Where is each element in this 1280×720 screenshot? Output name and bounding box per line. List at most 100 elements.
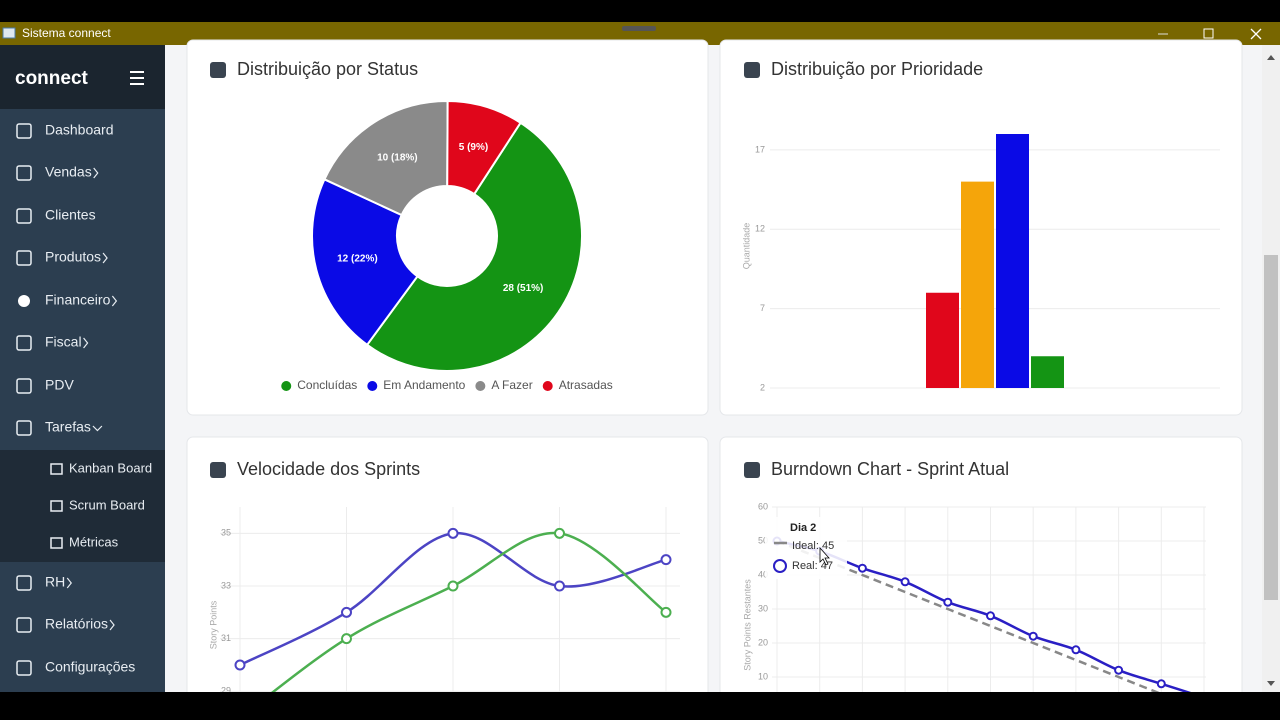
menu-icon [16, 420, 32, 436]
menu-icon [16, 335, 32, 351]
card-icon [210, 62, 226, 78]
dashboard: Distribuição por Status 28 (51%) 12 (22%) 1… [186, 39, 1243, 720]
point [554, 580, 565, 592]
bar [961, 181, 994, 388]
card [719, 436, 1243, 720]
scroll-thumb[interactable] [1264, 255, 1278, 600]
slice [323, 100, 449, 217]
menu-item[interactable]: Clientes [45, 207, 96, 223]
y-tick-label: 40 [758, 569, 768, 579]
menu-item[interactable]: Vendas [45, 164, 92, 180]
bottom-bar [0, 692, 1280, 720]
point [660, 554, 672, 566]
legend-marker [475, 381, 486, 391]
card-title: Distribuição por Status [237, 59, 418, 79]
restore-button[interactable] [1203, 28, 1214, 39]
title-bar [0, 22, 1280, 45]
legend-label[interactable]: Atrasadas [559, 378, 613, 392]
slice-label: 12 (22%) [337, 254, 378, 265]
point [943, 597, 953, 607]
submenu-item[interactable]: Métricas [69, 534, 119, 549]
card-title: Distribuição por Prioridade [771, 59, 983, 79]
y-tick-label: 50 [758, 535, 768, 545]
menu-icon [16, 123, 32, 139]
y-axis-label: Quantidade [741, 223, 751, 270]
y-tick-label: 2 [760, 382, 765, 392]
point [447, 527, 459, 539]
sidebar [0, 109, 165, 692]
card-title: Burndown Chart - Sprint Atual [771, 459, 1009, 479]
y-tick-label: 35 [221, 528, 231, 538]
chevron [93, 167, 99, 179]
y-tick-label: 29 [221, 686, 231, 696]
submenu-item[interactable]: Scrum Board [69, 497, 145, 512]
chevron [102, 252, 108, 264]
bar [1031, 356, 1064, 388]
close-button[interactable] [1250, 28, 1262, 40]
menu-item[interactable]: Dashboard [45, 122, 114, 138]
menu-item[interactable]: Configurações [45, 659, 135, 675]
card [186, 39, 709, 416]
chevron [111, 295, 118, 307]
card [186, 436, 709, 720]
y-tick-label: 7 [760, 303, 765, 313]
bar [996, 134, 1029, 388]
menu-item[interactable]: PDV [45, 377, 74, 393]
point [1156, 679, 1166, 689]
menu-icon [16, 660, 32, 676]
legend-marker [542, 381, 553, 391]
menu-item[interactable]: Fiscal [45, 334, 82, 350]
legend-label[interactable]: Concluídas [297, 378, 357, 392]
menu-toggle[interactable] [130, 71, 144, 85]
submenu-icon [50, 537, 63, 549]
y-tick-label: 33 [221, 580, 231, 590]
y-tick-label: 20 [758, 637, 768, 647]
chevron [66, 577, 73, 589]
y-tick-label: 30 [758, 603, 768, 613]
slice [446, 99, 522, 196]
menu-icon [16, 617, 32, 633]
point [900, 577, 910, 587]
y-tick-label: 10 [758, 671, 768, 681]
card-icon [744, 62, 760, 78]
chevron [92, 425, 103, 432]
menu-item[interactable]: Produtos [45, 249, 101, 265]
point [447, 580, 459, 592]
submenu-item[interactable]: Kanban Board [69, 460, 152, 475]
legend-label[interactable]: Em Andamento [383, 378, 465, 392]
menu-item[interactable]: RH [45, 574, 65, 590]
slice [311, 178, 419, 347]
y-axis-label: Story Points Restantes [742, 579, 752, 671]
series-line [776, 539, 1205, 713]
point [1114, 665, 1124, 675]
submenu-panel [0, 450, 165, 562]
chevron [109, 619, 115, 631]
y-tick-label: 12 [755, 224, 765, 234]
point [986, 611, 995, 621]
point [341, 633, 352, 645]
top-bar [0, 0, 1280, 22]
menu-item[interactable]: Relatórios [45, 616, 108, 632]
app-icon [2, 27, 16, 39]
menu-item[interactable]: Tarefas [45, 419, 91, 435]
tooltip-title: Dia 2 [790, 522, 816, 534]
chevron [83, 337, 89, 349]
menu-icon [16, 575, 32, 591]
submenu-icon [50, 463, 63, 475]
submenu-icon [50, 500, 63, 512]
menu-item[interactable]: Financeiro [45, 292, 111, 308]
cursor [819, 546, 830, 566]
point [341, 606, 352, 618]
menu-icon [16, 165, 32, 181]
menu-icon [16, 250, 32, 266]
slice-label: 5 (9%) [459, 142, 488, 153]
menu-icon [16, 208, 32, 224]
legend-label[interactable]: A Fazer [491, 378, 532, 392]
card-title: Velocidade dos Sprints [237, 459, 420, 479]
drag-handle [622, 26, 656, 31]
point [857, 563, 867, 573]
slice [365, 121, 583, 372]
menu-icon [18, 295, 30, 307]
legend-marker [367, 381, 378, 391]
